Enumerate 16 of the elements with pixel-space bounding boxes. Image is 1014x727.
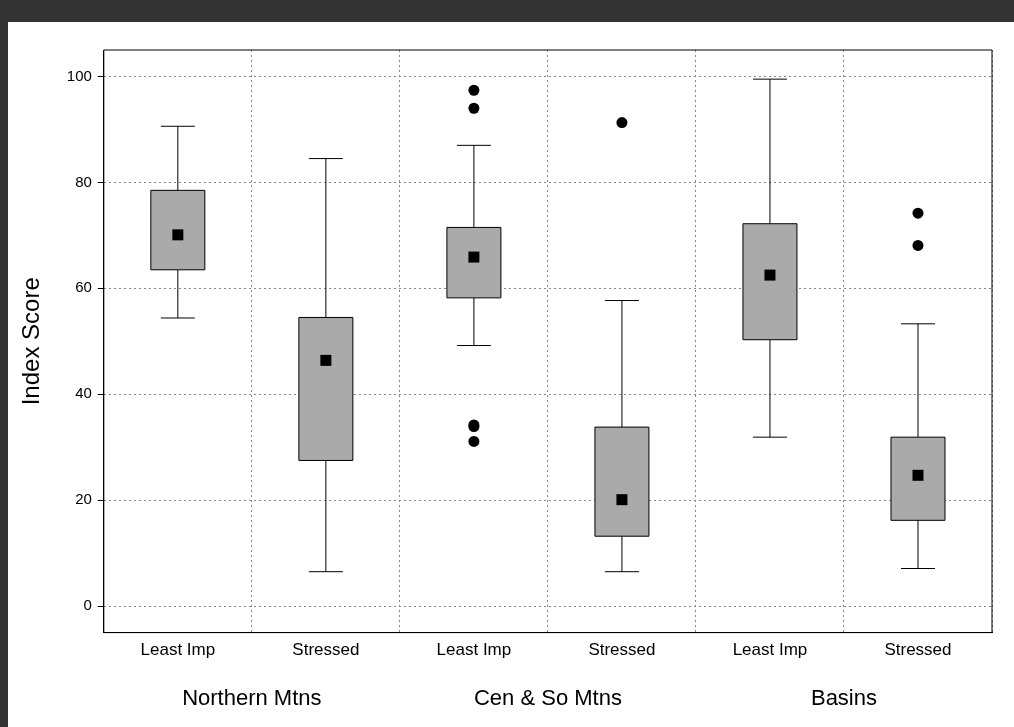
y-tick-label: 20	[75, 490, 92, 508]
y-tick-label: 60	[75, 278, 92, 296]
y-tick-label: 40	[75, 384, 92, 402]
text: Basins	[810, 685, 877, 711]
x-tick-label: Stressed	[588, 640, 656, 660]
x-tick-label: Least Imp	[436, 640, 512, 660]
y-tick-label: 0	[83, 596, 92, 614]
x-tick-label: Least Imp	[140, 640, 216, 660]
x-tick-label: Stressed	[884, 640, 952, 660]
text: Northern Mtns	[182, 685, 322, 711]
x-tick-label: Least Imp	[732, 640, 808, 660]
x-tick-label: Stressed	[292, 640, 360, 660]
y-tick-label: 100	[66, 66, 92, 84]
text: Cen & So Mtns	[473, 685, 622, 711]
y-tick-label: 80	[75, 172, 92, 190]
y-axis-title: Index Score	[17, 277, 45, 406]
